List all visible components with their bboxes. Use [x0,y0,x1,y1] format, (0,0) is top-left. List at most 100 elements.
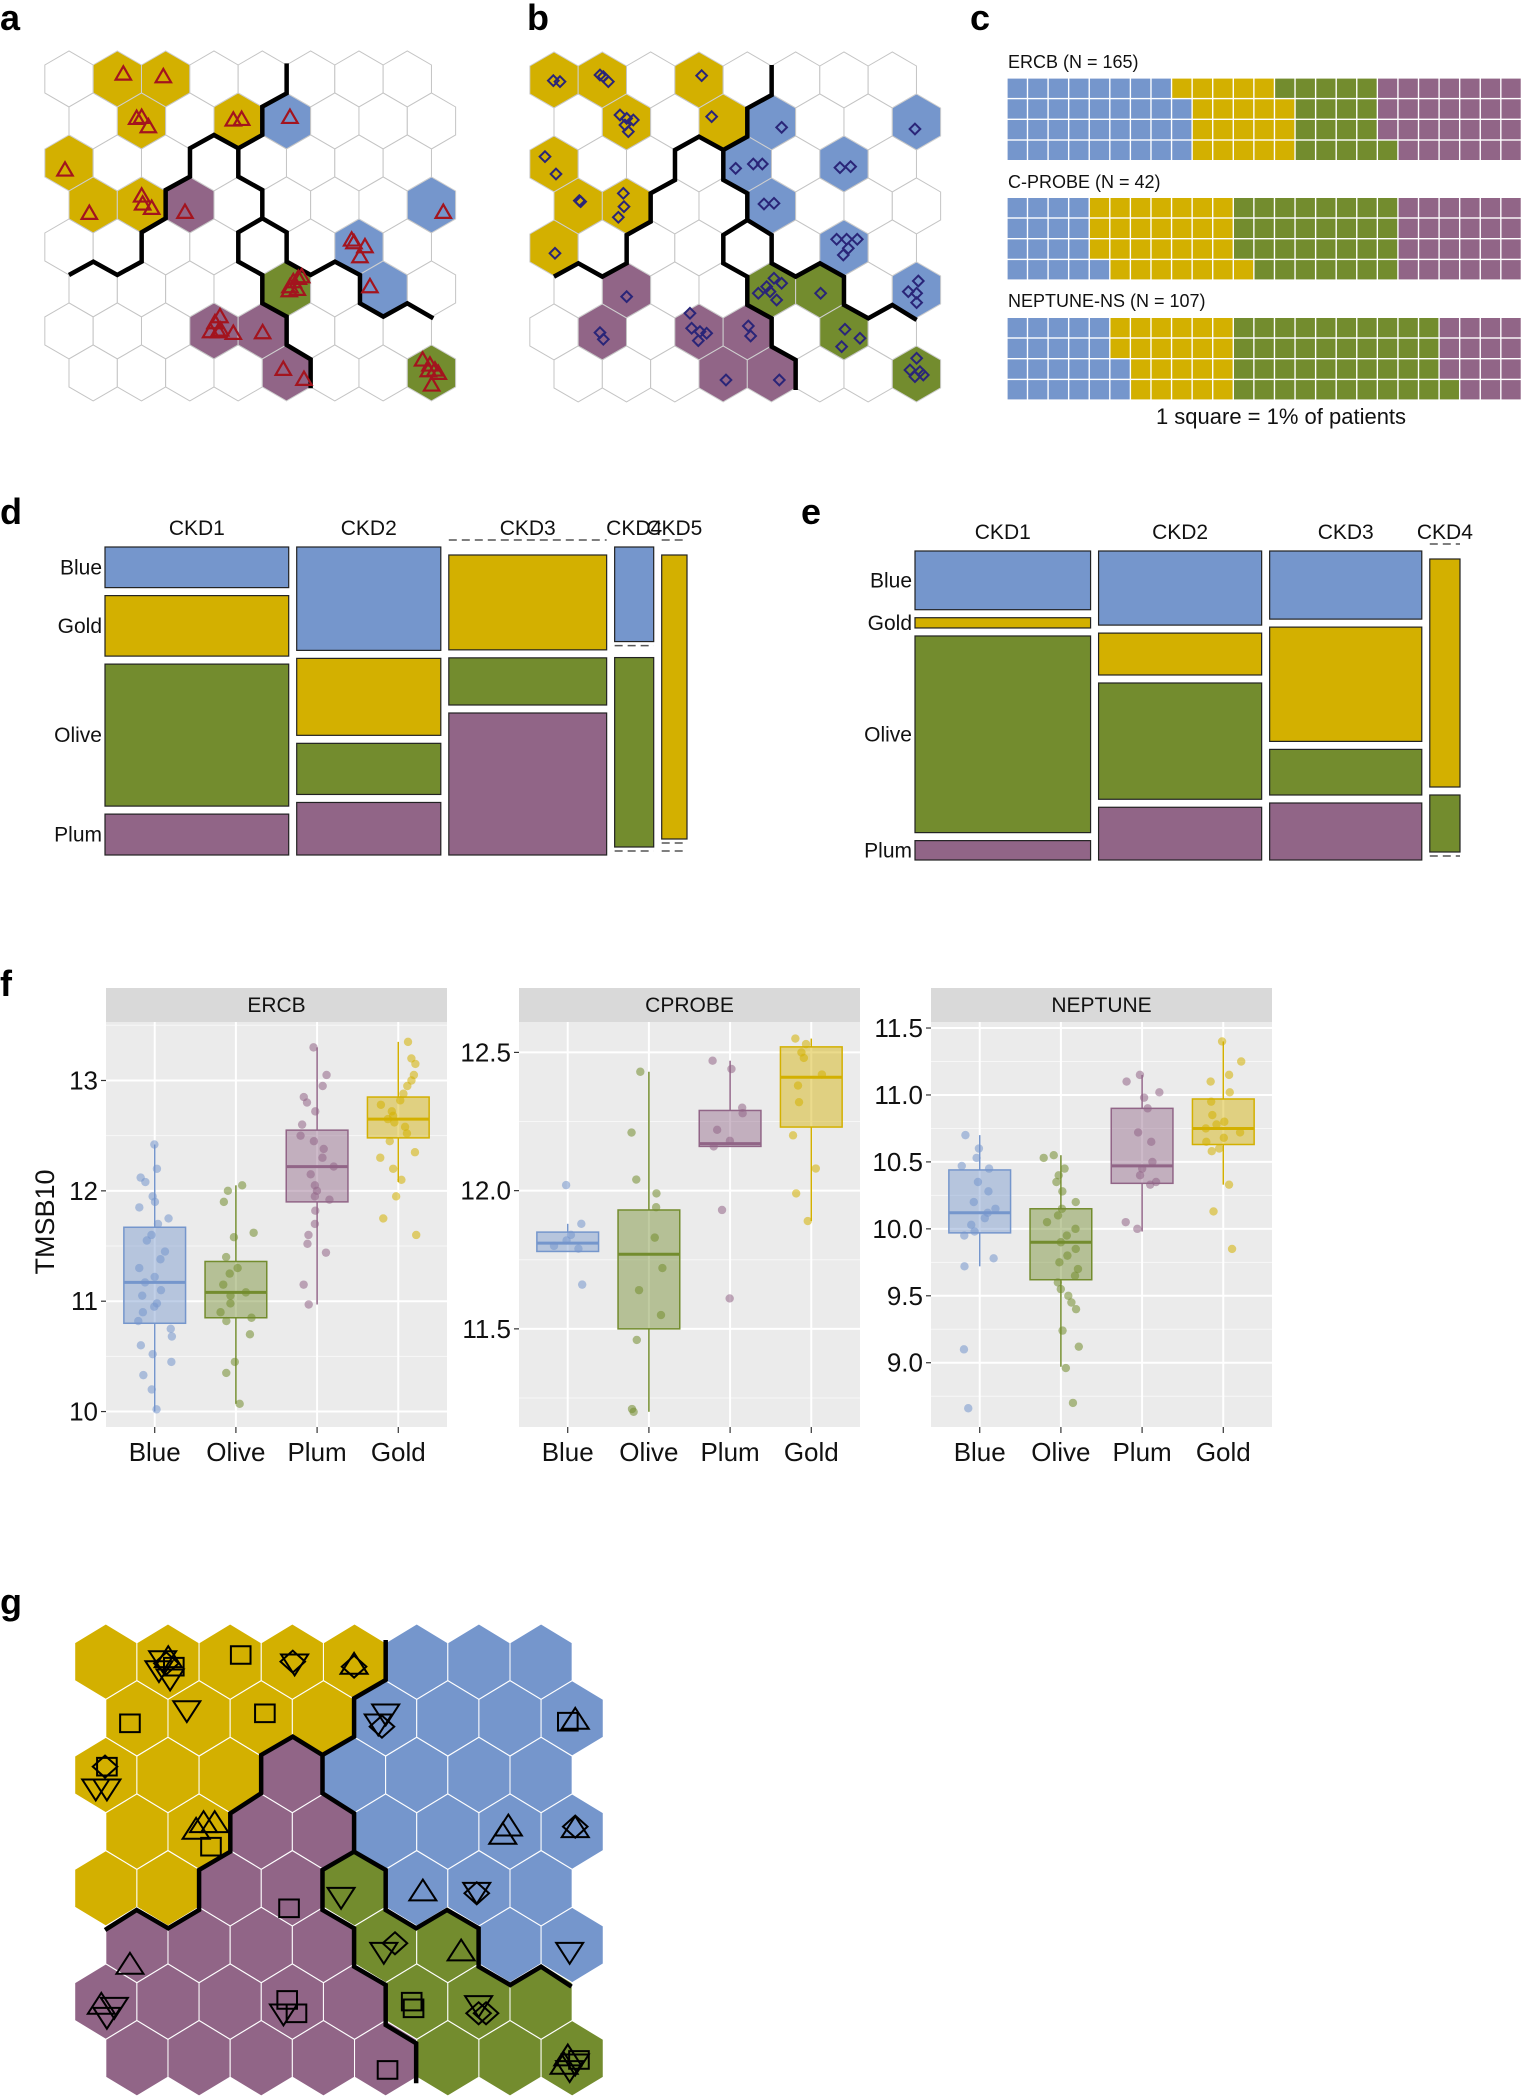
facet-title: CPROBE [645,994,734,1017]
data-point [788,1131,798,1140]
diamond-marker [845,161,856,172]
waffle-square-blue [1110,359,1130,379]
data-point [1220,1117,1229,1126]
waffle-square-olive [1419,359,1439,379]
waffle-square-blue [1007,198,1027,218]
waffle-square-blue [1028,99,1048,119]
diamond-marker [774,375,785,386]
waffle-square-olive [1336,218,1357,238]
triangle-marker [346,235,361,248]
waffle-square-olive [1357,198,1377,218]
waffle-square-gold [1172,78,1192,98]
data-point [1049,1151,1058,1160]
waffle-square-plum [1398,260,1418,280]
data-point [629,1407,638,1416]
column-header: CKD5 [646,517,702,540]
data-point [412,1230,421,1240]
x-tick-label: Olive [1031,1437,1090,1467]
waffle-square-gold [1275,140,1295,160]
mosaic-cell-plum [448,712,608,856]
mosaic-cell-olive [448,657,608,706]
waffle-square-olive [1378,359,1398,379]
data-point [1235,1128,1245,1137]
data-point [297,1120,307,1129]
waffle-square-plum [1439,260,1459,280]
mosaic-cell-olive [1097,682,1263,800]
inverted-triangle-marker [145,1661,172,1682]
panel-a-som-map [45,51,456,401]
data-point [402,1129,412,1138]
square-marker [558,1713,578,1731]
mosaic-cell-gold [448,554,608,651]
waffle-square-gold [1089,198,1110,218]
waffle-square-gold [1192,198,1213,218]
inverted-triangle-marker [157,1670,184,1691]
data-point [225,1269,234,1278]
waffle-square-blue [1048,140,1068,160]
mosaic-cell-gold [104,595,290,657]
data-point [969,1197,978,1207]
waffle-square-plum [1460,99,1480,119]
square-marker [120,1715,140,1733]
waffle-square-blue [1007,380,1027,400]
waffle-label-ercb: ERCB (N = 165) [1008,52,1139,72]
waffle-square-olive [1316,99,1336,119]
waffle-square-blue [1069,260,1089,280]
waffle-square-gold [1192,99,1213,119]
waffle-square-blue [1069,318,1089,338]
column-header: CKD1 [975,521,1031,544]
waffle-square-olive [1275,359,1295,379]
mosaic-cell-blue [296,546,442,651]
waffle-square-blue [1069,239,1089,259]
square-marker [231,1646,251,1664]
data-point [1147,1137,1156,1147]
panel-label-e: e [801,491,821,532]
waffle-square-olive [1378,140,1398,160]
waffle-square-plum [1501,338,1521,358]
waffle-square-blue [1089,380,1110,400]
waffle-square-blue [1131,140,1151,160]
waffle-caption: 1 square = 1% of patients [1156,404,1406,429]
waffle-square-plum [1501,78,1521,98]
data-point [973,1177,983,1187]
diamond-marker [769,198,780,209]
square-marker [255,1705,275,1723]
triangle-marker [448,1940,475,1961]
panel-c-waffle: ERCB (N = 165) C-PROBE (N = 42) NEPTUNE-… [1007,52,1521,429]
waffle-square-plum [1398,140,1418,160]
data-point [970,1227,979,1236]
waffle-square-gold [1192,239,1213,259]
waffle-square-plum [1460,380,1480,400]
inverted-triangle-marker [173,1701,200,1722]
waffle-square-olive [1316,380,1336,400]
data-point [325,1195,334,1204]
data-point [811,1164,821,1173]
waffle-square-blue [1131,78,1151,98]
data-point [1058,1326,1067,1335]
waffle-square-gold [1192,120,1213,140]
data-point [1227,1244,1237,1254]
data-point [1073,1264,1083,1274]
facet-neptune: NEPTUNE 9.0 9.5 10.0 10.5 11.0 11.5 Blue Olive Pl… [872,988,1272,1467]
column-header: CKD4 [606,517,662,540]
inverted-triangle-marker [328,1888,355,1909]
data-point [1135,1070,1145,1080]
waffle-square-plum [1398,99,1418,119]
data-point [577,1219,586,1229]
column-header: CKD2 [1152,521,1208,544]
waffle-square-blue [1048,338,1068,358]
mosaic-cell-plum [104,813,290,856]
diamond-marker [759,199,770,210]
data-point [403,1081,412,1091]
row-label: Plum [864,839,912,862]
waffle-square-gold [1213,78,1233,98]
waffle-square-blue [1069,218,1089,238]
triangle-marker [57,162,72,175]
waffle-square-blue [1151,99,1171,119]
waffle-square-olive [1336,99,1357,119]
triangle-marker [294,269,309,282]
waffle-square-blue [1007,239,1027,259]
waffle-square-gold [1151,218,1171,238]
data-point [727,1064,736,1074]
waffle-square-blue [1028,78,1048,98]
